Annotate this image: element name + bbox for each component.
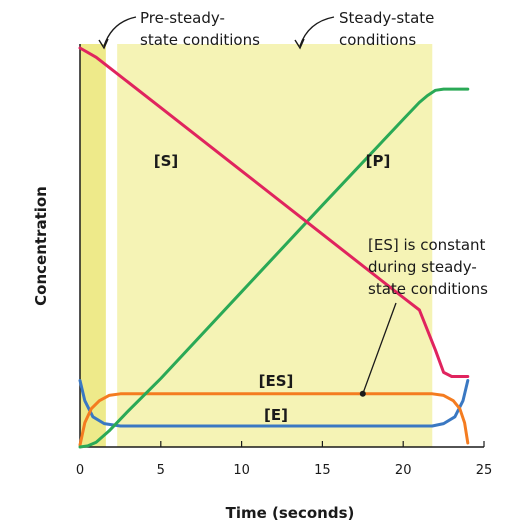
pre-steady-state-callout-arrowhead [98, 38, 109, 50]
annotation-es-constant: [ES] is constant during steady-state cond… [368, 236, 488, 298]
x-tick-label-5: 5 [157, 463, 165, 478]
series-line-s [78, 46, 470, 378]
series-line-es [78, 392, 470, 447]
x-axis-title: Time (seconds) [226, 504, 355, 522]
annotation-pointer-dot [359, 390, 366, 397]
series-line-p [78, 87, 470, 449]
region-0 [80, 44, 106, 447]
series-label-e: [E] [264, 406, 288, 424]
x-tick-label-10: 10 [233, 463, 250, 478]
x-tick-label-15: 15 [314, 463, 331, 478]
annotation-pointer-line [362, 302, 397, 395]
series-label-p: [P] [366, 152, 391, 170]
x-tick-label-0: 0 [76, 463, 84, 478]
x-tick-label-25: 25 [476, 463, 493, 478]
y-axis-title: Concentration [32, 186, 50, 306]
steady-state-callout-line [299, 16, 335, 47]
x-tick-label-20: 20 [395, 463, 412, 478]
region-1 [117, 44, 433, 447]
region-label-pre-steady-state: Pre-steady-state conditions [140, 9, 260, 49]
steady-state-callout-arrowhead [294, 38, 305, 50]
series-label-es: [ES] [259, 372, 294, 390]
series-label-s: [S] [154, 152, 179, 170]
region-label-steady-state: Steady-state conditions [339, 9, 434, 49]
pre-steady-state-callout-line [103, 16, 137, 47]
